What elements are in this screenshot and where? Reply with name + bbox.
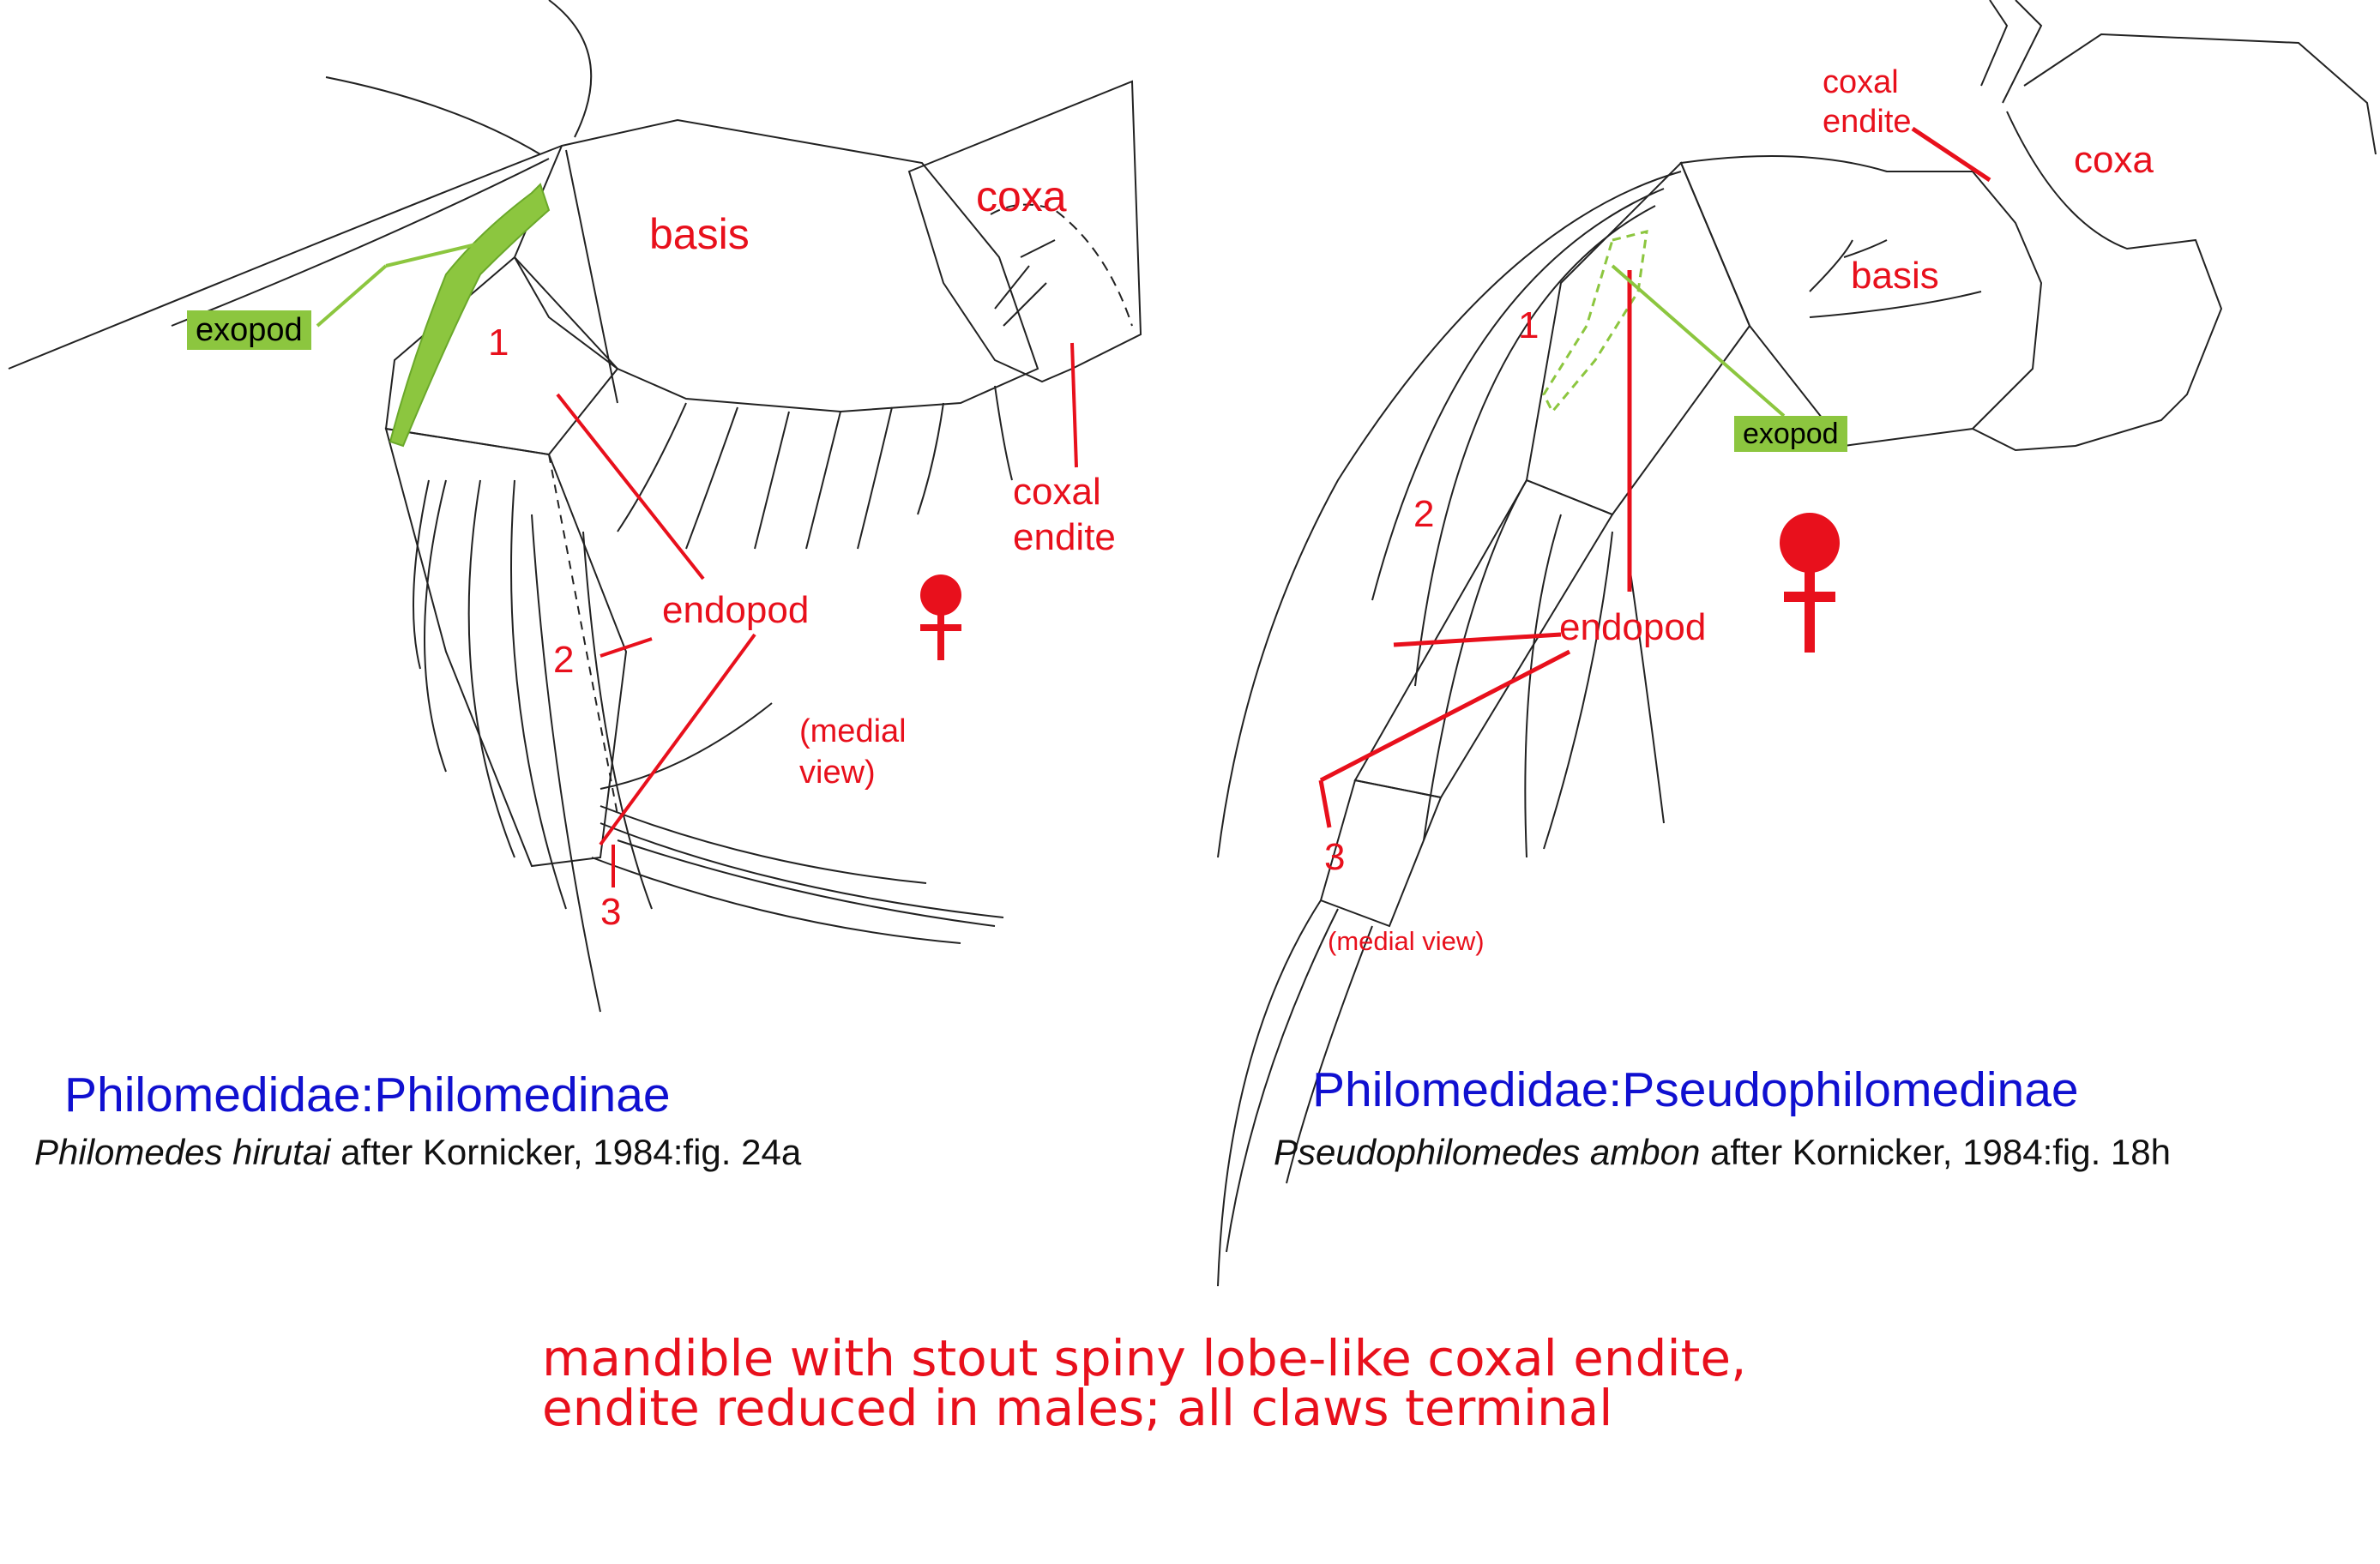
left-label-coxa: coxa: [976, 175, 1067, 218]
right-label-basis: basis: [1851, 257, 1939, 295]
right-label-article-1: 1: [1518, 307, 1539, 345]
left-label-coxal-endite: coxal endite: [1013, 470, 1116, 561]
left-citation-rest: after Kornicker, 1984:fig. 24a: [331, 1132, 802, 1172]
left-label-basis: basis: [649, 213, 750, 256]
left-female-symbol: [920, 574, 961, 660]
caption-line-1: mandible with stout spiny lobe-like coxa…: [542, 1333, 1746, 1383]
caption-line-2: endite reduced in males; all claws termi…: [542, 1383, 1746, 1433]
right-citation-rest: after Kornicker, 1984:fig. 18h: [1700, 1132, 2171, 1172]
left-citation-species: Philomedes hirutai: [34, 1132, 331, 1172]
right-label-coxal-endite: coxal endite: [1823, 63, 1912, 141]
left-label-article-2: 2: [553, 641, 574, 679]
right-figure-citation: Pseudophilomedes ambon after Kornicker, …: [1274, 1132, 2171, 1173]
right-citation-species: Pseudophilomedes ambon: [1274, 1132, 1700, 1172]
right-female-symbol: [1780, 513, 1840, 653]
left-figure-title: Philomedidae:Philomedinae: [64, 1067, 671, 1123]
right-label-endopod: endopod: [1559, 609, 1706, 647]
left-mandible-drawing: [9, 0, 1141, 1012]
left-label-article-1: 1: [488, 324, 509, 362]
right-label-article-3: 3: [1324, 839, 1345, 876]
left-label-exopod: exopod: [187, 310, 311, 350]
right-label-medial-view: (medial view): [1328, 928, 1485, 954]
left-label-medial-view: (medial view): [799, 712, 907, 793]
right-leader-lines-green: [1612, 266, 1784, 416]
left-leader-lines: [557, 343, 1076, 887]
left-figure-citation: Philomedes hirutai after Kornicker, 1984…: [34, 1132, 801, 1173]
right-label-article-2: 2: [1413, 496, 1434, 533]
right-label-exopod: exopod: [1734, 416, 1847, 452]
right-figure-title: Philomedidae:Pseudophilomedinae: [1312, 1062, 2079, 1118]
right-leader-lines: [1321, 129, 1990, 827]
right-label-coxa: coxa: [2074, 141, 2154, 179]
left-label-endopod: endopod: [662, 592, 809, 629]
left-label-article-3: 3: [600, 893, 621, 931]
figure-caption: mandible with stout spiny lobe-like coxa…: [542, 1333, 1746, 1433]
